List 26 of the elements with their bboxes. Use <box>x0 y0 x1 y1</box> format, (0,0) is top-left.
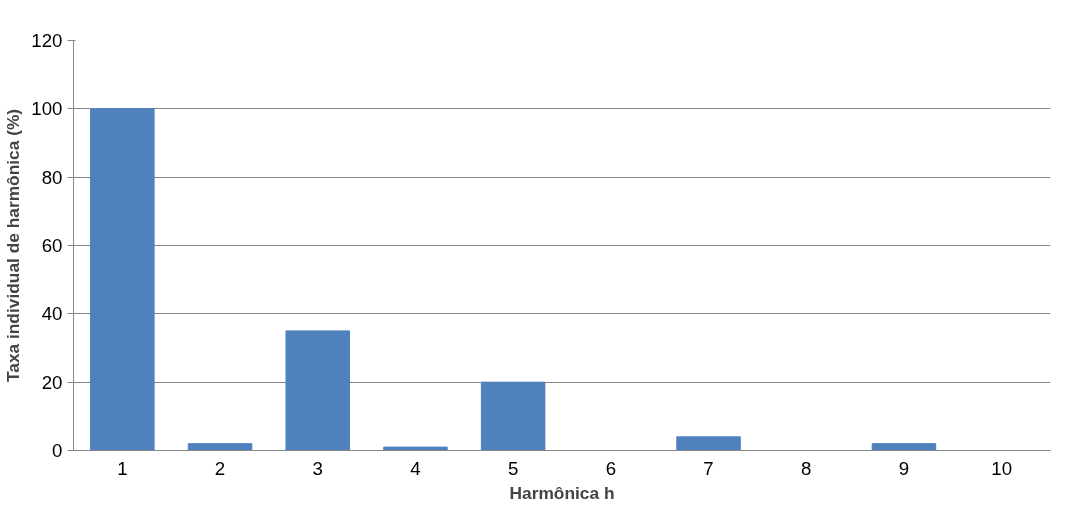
x-tick-label: 1 <box>117 457 128 479</box>
x-tick-label: 6 <box>605 457 617 479</box>
x-tick-label: 3 <box>312 457 323 479</box>
bar <box>285 330 350 451</box>
x-tick-label: 9 <box>898 457 910 479</box>
y-tick-label: 20 <box>41 371 63 393</box>
bar <box>90 108 155 451</box>
x-tick-label: 8 <box>801 457 812 479</box>
y-tick-label: 80 <box>41 166 63 188</box>
x-tick-label: 10 <box>991 457 1013 479</box>
y-tick-label: 40 <box>41 303 63 325</box>
bar <box>480 381 546 451</box>
x-axis-title: Harmônica h <box>509 482 615 503</box>
y-tick-label: 100 <box>31 98 63 120</box>
y-tick-label: 120 <box>31 30 63 51</box>
bar <box>383 446 448 451</box>
y-tick-label: 0 <box>52 440 63 461</box>
bar <box>187 443 253 451</box>
x-tick-label: 7 <box>703 457 714 479</box>
bar <box>871 443 937 451</box>
bar <box>676 436 741 451</box>
x-tick-label: 2 <box>214 457 226 479</box>
x-tick-label: 4 <box>410 457 421 479</box>
x-tick-label: 5 <box>507 457 519 479</box>
y-tick-label: 60 <box>41 235 63 256</box>
y-axis-title: Taxa individual de harmônica (%) <box>3 108 24 383</box>
